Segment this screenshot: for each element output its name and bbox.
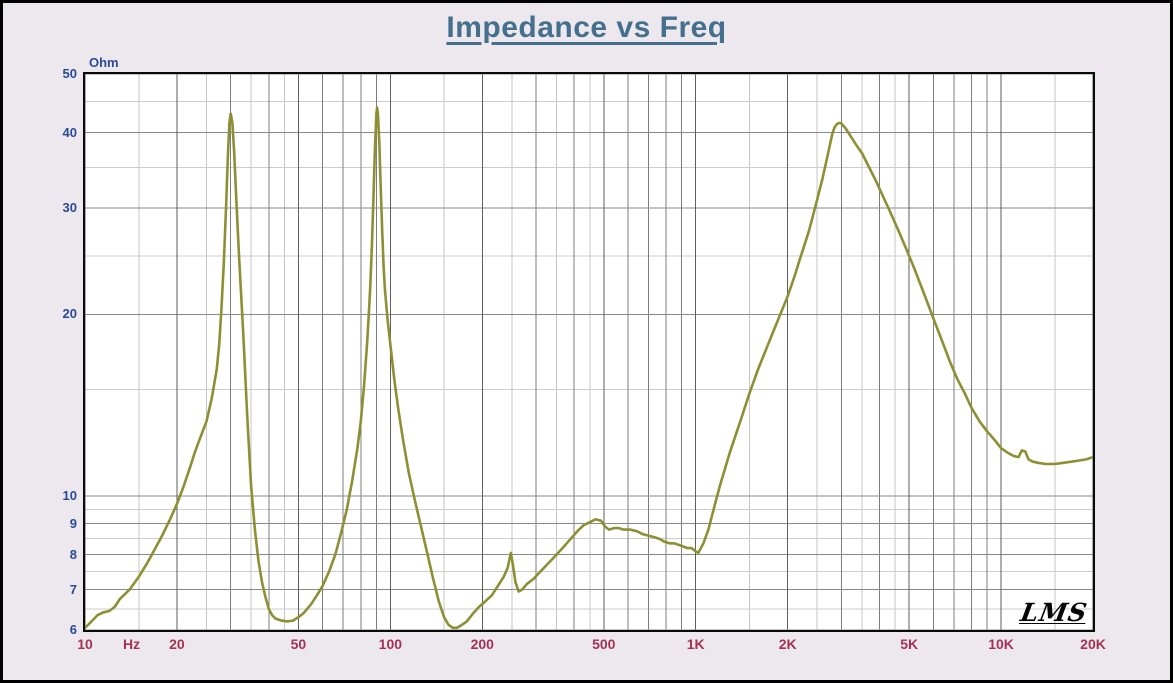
y-tick-label: 9 [69,515,77,531]
x-tick-label: 10K [988,636,1014,652]
x-tick-label: 20 [169,636,185,652]
y-tick-label: 7 [69,581,77,597]
x-tick-label: 2K [778,636,797,652]
x-tick-label: 5K [900,636,919,652]
x-tick-label: 500 [592,636,616,652]
plot-area: LMS [83,72,1095,632]
y-tick-label: 30 [62,199,77,215]
impedance-curve [85,106,1093,630]
y-tick-label: 8 [69,546,77,562]
impedance-curve-chart [85,74,1093,630]
y-tick-label: 6 [69,622,77,637]
y-axis-unit-label: Ohm [89,55,119,70]
chart-title: Impedance vs Freq [446,11,727,44]
x-tick-label: 100 [378,636,403,652]
x-tick-label: 1K [686,636,705,652]
x-tick-label: 200 [470,636,494,652]
y-tick-label: 50 [62,66,77,81]
x-tick-label: 50 [290,636,307,652]
y-tick-label: 20 [62,306,77,322]
x-axis-unit-label: Hz [123,636,141,652]
y-tick-label: 40 [62,124,77,140]
y-tick-label: 10 [62,488,77,504]
lms-logo: LMS [1018,598,1090,627]
x-tick-label: 20K [1080,636,1106,652]
x-tick-label: 10 [77,636,93,652]
